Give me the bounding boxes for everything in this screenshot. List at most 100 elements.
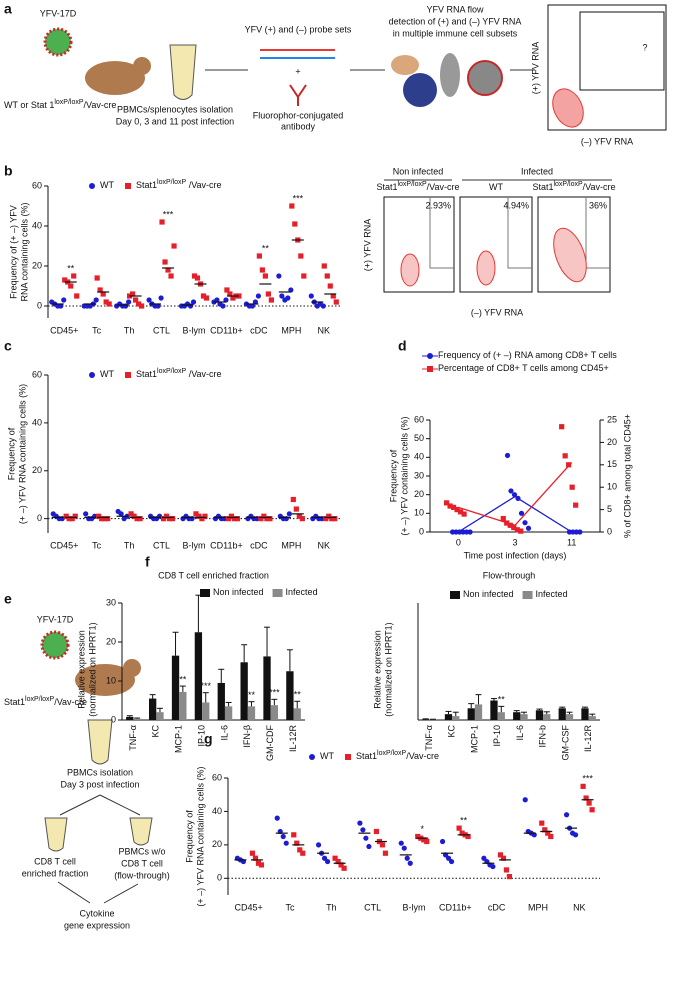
data-point (326, 513, 332, 519)
data-point (315, 842, 322, 848)
data-point (506, 874, 513, 880)
data-point (102, 516, 108, 522)
data-point (249, 850, 256, 856)
genotype-suffix: /Vav-cre (54, 697, 87, 707)
significance: *** (163, 209, 174, 219)
data-point (514, 527, 520, 533)
x-tick-label: KC (151, 725, 161, 738)
data-point (563, 812, 570, 818)
data-point (320, 303, 326, 309)
data-point (97, 287, 103, 293)
genotype-suffix: /Vav-cre (186, 369, 221, 379)
significance: *** (269, 688, 280, 698)
genotype: Stat1loxP/loxP /Vav-cre (136, 368, 222, 380)
genotype-base: Frequency of (+ –) RNA among CD8+ T cell… (438, 350, 617, 360)
y2-axis-label: % of CD8+ among total CD45+ (622, 414, 632, 538)
data-point (159, 219, 165, 225)
genotype-suffix: /Vav-cre (406, 751, 439, 761)
data-point (276, 273, 282, 279)
genotype-base: Infected (536, 589, 568, 599)
label: YFV RNA flow (426, 4, 484, 14)
x-tick-label: NK (573, 902, 586, 912)
data-point (539, 820, 545, 826)
y-tick-label: 0 (217, 873, 222, 883)
data-point (155, 303, 161, 309)
flow-contour (400, 253, 420, 287)
label: antibody (281, 121, 316, 131)
data-point (58, 303, 64, 309)
genotype: Infected (536, 589, 568, 599)
data-point (511, 524, 517, 531)
data-point (335, 858, 341, 865)
tube-icon (44, 817, 68, 852)
bar (490, 700, 498, 720)
data-point (401, 845, 407, 851)
x-tick-label: KC (447, 725, 457, 738)
data-point (580, 783, 586, 789)
data-point (286, 511, 292, 517)
panel-label: d (398, 338, 407, 354)
genotype-sup: loxP/loxP (25, 696, 55, 703)
label: Day 0, 3 and 11 post infection (116, 116, 234, 126)
data-point (283, 516, 289, 522)
y-tick-label: 40 (212, 806, 222, 816)
bar (588, 716, 596, 720)
y-tick-label: 10 (414, 508, 424, 518)
data-point (448, 858, 455, 865)
data-point (61, 297, 67, 303)
bar (452, 716, 460, 720)
data-point (424, 838, 430, 845)
y-axis-label: RNA containing cells (%) (19, 202, 29, 301)
y-tick-label: 20 (212, 839, 222, 849)
data-point (330, 293, 336, 299)
data-point (220, 303, 226, 309)
legend-marker (89, 372, 95, 378)
panel-label: c (4, 338, 12, 354)
data-point (299, 516, 305, 522)
y-tick-label: 20 (607, 437, 617, 447)
bar (171, 655, 180, 720)
cell-icon (467, 60, 503, 96)
arrow (59, 794, 101, 816)
data-point (93, 297, 99, 303)
data-point (290, 496, 296, 503)
data-point (264, 516, 270, 522)
x-tick-label: GM-CSF (560, 725, 570, 761)
legend-swatch (450, 591, 460, 599)
y-tick-label: 10 (106, 675, 116, 685)
data-point (268, 297, 274, 303)
bar (444, 714, 453, 720)
data-point (366, 843, 372, 850)
data-point (283, 840, 289, 846)
data-point (504, 520, 510, 526)
data-point (447, 503, 453, 509)
bar (581, 708, 589, 720)
data-point (258, 862, 265, 868)
chart-title: CD8 T cell enriched fraction (158, 570, 269, 580)
label: Fluorophor-conjugated (253, 110, 344, 120)
genotype-sup: loxP/loxP (553, 181, 583, 188)
x-tick-label: TNF-α (424, 725, 434, 751)
data-point (321, 855, 328, 861)
genotype: Stat1loxP/loxP/Vav-cre (356, 750, 439, 762)
data-point (158, 295, 164, 301)
data-point (545, 830, 551, 836)
data-point (280, 833, 286, 840)
data-point (133, 297, 139, 303)
y-axis-label: (normalized on HPRT1) (87, 622, 97, 716)
data-point (297, 847, 303, 853)
y-axis-label: (+ –) YFV RNA containing cells (%) (195, 766, 205, 906)
label: YFV-17D (37, 614, 74, 624)
y-tick-label: 60 (32, 369, 42, 379)
data-point (189, 516, 195, 522)
bar (565, 714, 574, 720)
genotype-sup: loxP/loxP (157, 368, 187, 375)
data-point (341, 865, 347, 871)
data-point (169, 516, 176, 522)
bar (497, 712, 505, 720)
data-point (249, 303, 255, 309)
y-axis-label: Relative expression (76, 630, 86, 709)
flow-plot (547, 4, 667, 131)
genotype: WT (320, 751, 334, 761)
